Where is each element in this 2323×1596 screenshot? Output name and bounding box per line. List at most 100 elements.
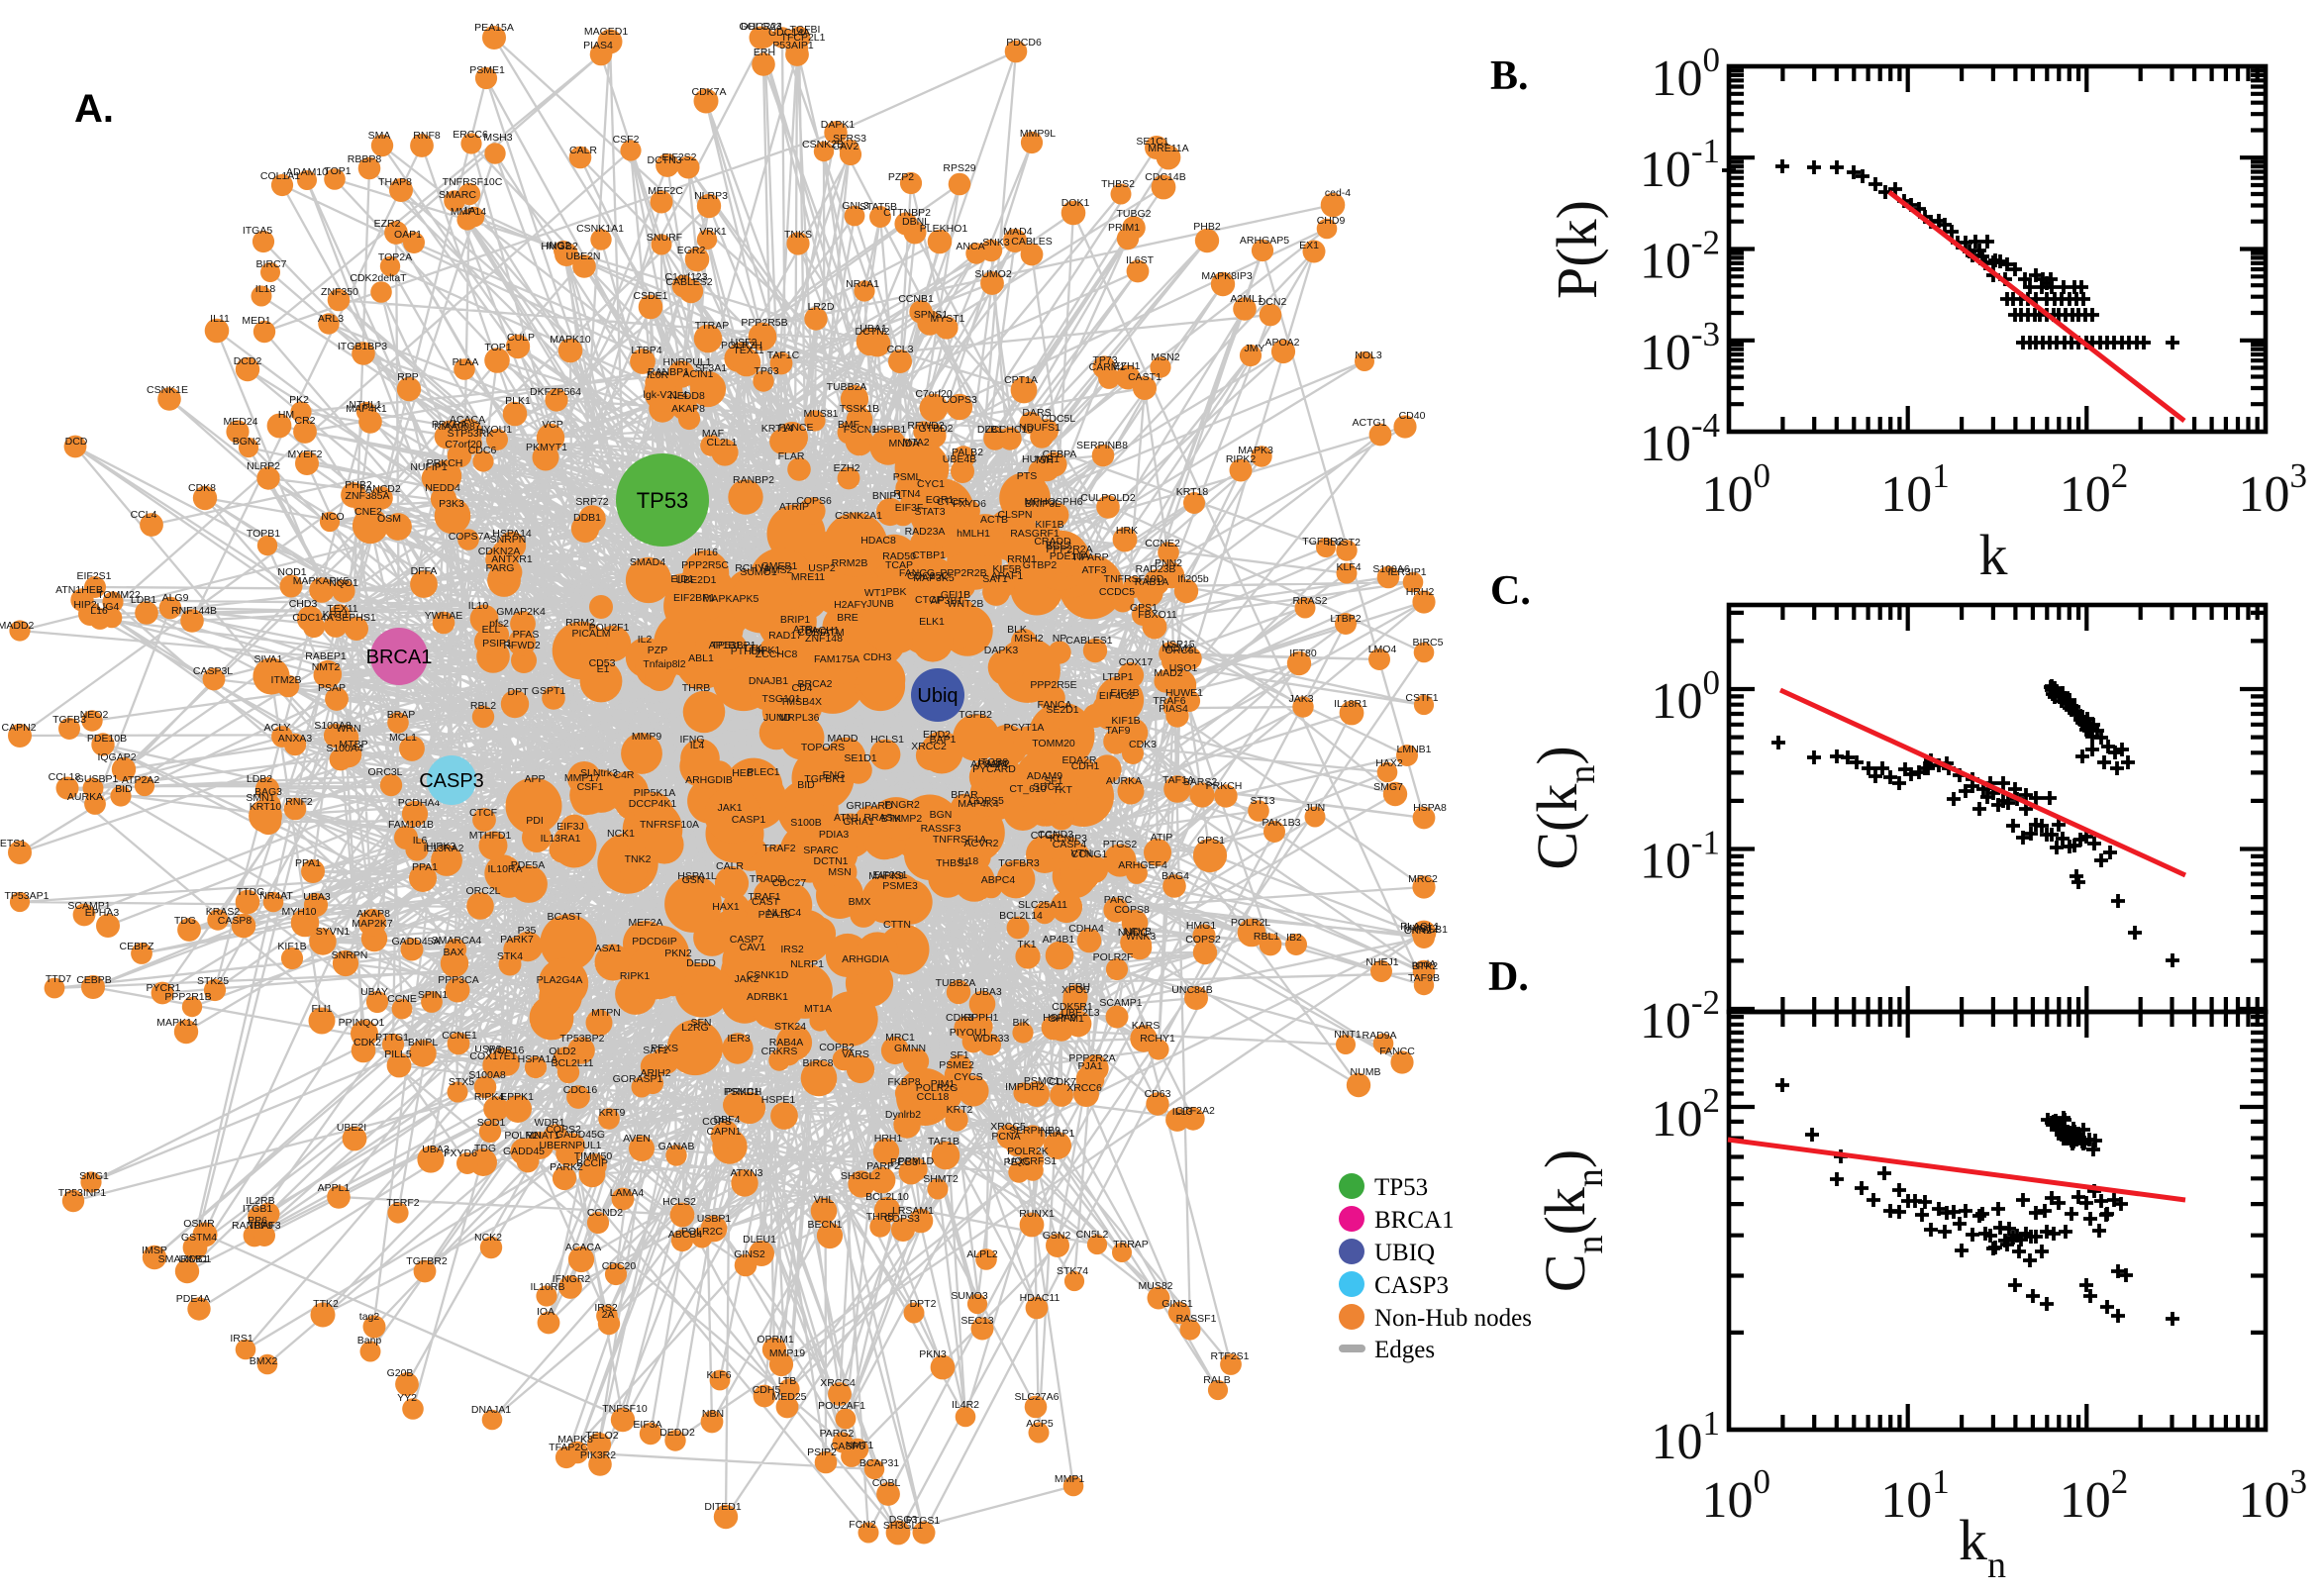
- svg-text:MT1A: MT1A: [804, 1003, 832, 1015]
- svg-text:TP53: TP53: [1374, 1174, 1428, 1201]
- svg-text:CCNE2: CCNE2: [1145, 538, 1180, 549]
- svg-text:POU2F1: POU2F1: [589, 622, 630, 634]
- svg-text:RASSF1: RASSF1: [1176, 1313, 1217, 1325]
- svg-text:TERF2: TERF2: [386, 1197, 419, 1209]
- svg-text:GMNN: GMNN: [894, 1043, 926, 1054]
- svg-text:P3K3: P3K3: [439, 498, 464, 510]
- svg-text:WNK3: WNK3: [1126, 931, 1156, 943]
- svg-text:LDB2: LDB2: [247, 773, 272, 785]
- svg-text:GTF2A2: GTF2A2: [1175, 1105, 1215, 1117]
- svg-text:TRAF1: TRAF1: [748, 891, 780, 903]
- svg-text:STX5: STX5: [449, 1076, 474, 1088]
- svg-text:TP53INP1: TP53INP1: [58, 1187, 107, 1199]
- svg-text:TRRAP: TRRAP: [1113, 1239, 1149, 1250]
- svg-text:PDI: PDI: [526, 815, 544, 827]
- svg-text:EIF2S2: EIF2S2: [661, 151, 696, 163]
- svg-text:BCL2L10: BCL2L10: [865, 1191, 909, 1203]
- svg-text:IL6ST2: IL6ST2: [1327, 537, 1361, 549]
- svg-text:MSN2: MSN2: [1151, 351, 1179, 363]
- svg-text:TIPARP: TIPARP: [1071, 551, 1108, 563]
- svg-text:BRIP1: BRIP1: [780, 614, 811, 626]
- svg-text:SLNtrk3: SLNtrk3: [580, 767, 618, 779]
- svg-text:TFCP2L1: TFCP2L1: [781, 32, 826, 44]
- svg-text:PRIM1: PRIM1: [1108, 222, 1140, 234]
- svg-text:G20B: G20B: [387, 1367, 414, 1379]
- svg-text:RNF8: RNF8: [413, 130, 441, 142]
- svg-text:PIAS4: PIAS4: [583, 40, 613, 51]
- svg-text:MMP1: MMP1: [1055, 1473, 1084, 1485]
- svg-text:PALB1: PALB1: [1416, 924, 1448, 936]
- svg-text:PFAS: PFAS: [513, 629, 540, 641]
- svg-text:TTK2: TTK2: [313, 1298, 339, 1310]
- svg-text:CAPN1: CAPN1: [706, 1126, 741, 1138]
- svg-text:ANTXR1: ANTXR1: [491, 553, 533, 565]
- svg-text:MUS81: MUS81: [803, 408, 838, 420]
- svg-text:SLC27A6: SLC27A6: [1015, 1391, 1060, 1403]
- svg-text:POU2AF1: POU2AF1: [818, 1400, 865, 1412]
- svg-text:ACACA: ACACA: [450, 414, 485, 426]
- svg-text:RAD9A: RAD9A: [1362, 1030, 1396, 1042]
- svg-text:JAK1: JAK1: [717, 802, 742, 814]
- svg-text:DEDD2: DEDD2: [659, 1427, 695, 1439]
- svg-text:STP53RK: STP53RK: [448, 428, 494, 440]
- svg-text:MNDA: MNDA: [889, 438, 920, 449]
- svg-text:GADD45A: GADD45A: [391, 936, 440, 948]
- svg-text:LRSAM1: LRSAM1: [892, 1205, 934, 1217]
- svg-text:IL18: IL18: [255, 283, 276, 295]
- svg-text:PDE10B: PDE10B: [87, 733, 127, 745]
- svg-text:CRADD: CRADD: [1034, 536, 1071, 548]
- svg-text:PDCD6IP: PDCD6IP: [632, 936, 677, 948]
- svg-text:CSNK1D: CSNK1D: [747, 969, 789, 981]
- svg-text:Ubiq: Ubiq: [917, 685, 958, 707]
- svg-text:SAT1: SAT1: [982, 573, 1008, 585]
- svg-text:WDR33: WDR33: [973, 1033, 1010, 1045]
- svg-text:IL13RA2: IL13RA2: [424, 843, 464, 854]
- svg-text:CDKN2A: CDKN2A: [478, 546, 521, 557]
- svg-text:AVEN: AVEN: [623, 1133, 651, 1145]
- svg-text:DCTN1: DCTN1: [813, 855, 848, 867]
- svg-text:CHD3: CHD3: [289, 598, 318, 610]
- svg-text:ITGA5: ITGA5: [243, 225, 273, 237]
- svg-text:ATF3: ATF3: [1082, 564, 1107, 576]
- svg-text:ACTB: ACTB: [980, 514, 1008, 526]
- svg-text:IMSP: IMSP: [142, 1245, 167, 1256]
- svg-text:MTA2: MTA2: [902, 437, 929, 449]
- svg-text:MRE11: MRE11: [791, 571, 825, 583]
- svg-text:TRIAP1: TRIAP1: [1039, 1128, 1075, 1140]
- svg-text:PLEKHO1: PLEKHO1: [920, 223, 968, 235]
- svg-text:FANCE: FANCE: [778, 422, 813, 434]
- svg-text:AURKA: AURKA: [1106, 775, 1142, 787]
- svg-text:POLR2K: POLR2K: [1007, 1146, 1048, 1157]
- svg-text:BMX: BMX: [849, 896, 871, 908]
- svg-text:GORASP1: GORASP1: [613, 1073, 663, 1085]
- svg-text:BRAP: BRAP: [387, 709, 416, 721]
- svg-text:UBERNPUL1: UBERNPUL1: [539, 1140, 601, 1151]
- svg-text:CR2: CR2: [294, 415, 315, 427]
- svg-text:COPS: COPS: [702, 1116, 732, 1128]
- svg-text:UBAY: UBAY: [360, 986, 388, 998]
- svg-text:TUBB2A: TUBB2A: [936, 977, 976, 989]
- svg-text:PEA15A: PEA15A: [474, 22, 514, 34]
- svg-text:S100A4: S100A4: [326, 743, 363, 754]
- svg-text:SMA: SMA: [368, 130, 391, 142]
- svg-text:DLB1: DLB1: [977, 424, 1003, 436]
- svg-text:CASP3: CASP3: [419, 770, 484, 792]
- svg-text:Non-Hub nodes: Non-Hub nodes: [1374, 1305, 1532, 1332]
- svg-text:PPP3CA: PPP3CA: [438, 974, 478, 986]
- svg-text:PKN2: PKN2: [664, 948, 692, 959]
- svg-text:MYST2: MYST2: [1403, 923, 1438, 935]
- svg-text:lgk-V21-4: lgk-V21-4: [644, 389, 688, 401]
- svg-text:PPA1: PPA1: [295, 857, 321, 869]
- svg-text:NFYB: NFYB: [1124, 926, 1152, 938]
- svg-text:USP5: USP5: [474, 1044, 502, 1055]
- svg-text:COPS7A: COPS7A: [449, 531, 491, 543]
- svg-text:SOD1: SOD1: [477, 1117, 506, 1129]
- svg-text:CTTNBP2: CTTNBP2: [883, 207, 931, 219]
- svg-text:NLRC4: NLRC4: [767, 907, 802, 919]
- svg-text:SMG1: SMG1: [79, 1170, 109, 1182]
- svg-text:HSPA8: HSPA8: [1413, 802, 1447, 814]
- svg-text:TGFBR3: TGFBR3: [998, 857, 1040, 869]
- svg-text:ORC2L: ORC2L: [465, 885, 500, 897]
- svg-text:AP4B1: AP4B1: [1043, 934, 1075, 946]
- svg-text:VCP: VCP: [542, 419, 563, 431]
